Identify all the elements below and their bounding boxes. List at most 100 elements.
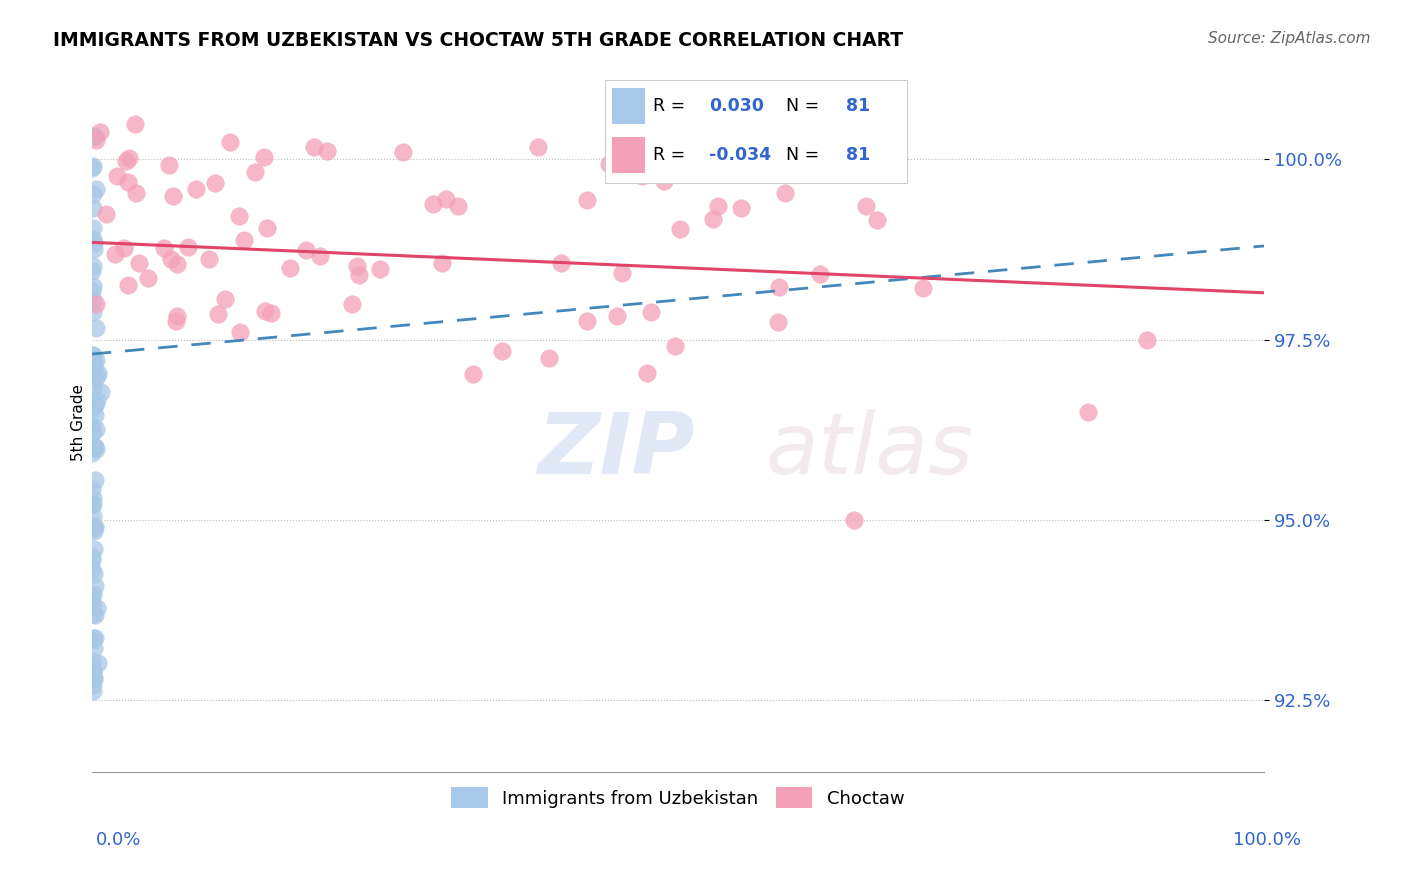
- Text: 0.030: 0.030: [709, 97, 763, 115]
- Point: [83, 519, 105, 533]
- Point: [162, 189, 184, 203]
- Point: [84, 129, 107, 144]
- Point: [128, 256, 150, 270]
- Point: [598, 157, 620, 171]
- Point: [84, 408, 107, 422]
- Point: [576, 314, 599, 328]
- Point: [80, 367, 103, 381]
- Point: [82, 607, 104, 622]
- Text: 0.0%: 0.0%: [96, 831, 141, 849]
- Point: [83, 671, 105, 685]
- Point: [80, 446, 103, 460]
- Point: [768, 280, 790, 294]
- Point: [83, 579, 105, 593]
- Point: [790, 151, 813, 165]
- Point: [1077, 405, 1099, 419]
- Text: -0.034: -0.034: [709, 145, 770, 163]
- Point: [550, 255, 572, 269]
- Point: [82, 263, 104, 277]
- Point: [84, 473, 107, 487]
- Point: [636, 367, 658, 381]
- Point: [83, 236, 105, 251]
- Point: [491, 344, 513, 359]
- Point: [82, 293, 104, 307]
- Point: [117, 277, 139, 292]
- Point: [80, 285, 103, 299]
- Point: [669, 222, 692, 236]
- Point: [86, 601, 108, 615]
- Point: [160, 252, 183, 266]
- Point: [197, 252, 219, 267]
- Point: [166, 257, 188, 271]
- Point: [82, 684, 104, 698]
- Text: 81: 81: [846, 145, 870, 163]
- Point: [527, 140, 550, 154]
- Point: [117, 175, 139, 189]
- Point: [86, 369, 108, 384]
- Point: [82, 259, 104, 273]
- Point: [83, 520, 105, 534]
- Text: 100.0%: 100.0%: [1233, 831, 1301, 849]
- Point: [82, 355, 104, 369]
- Text: N =: N =: [786, 145, 825, 163]
- Point: [82, 632, 104, 647]
- Point: [82, 425, 104, 439]
- Point: [204, 177, 226, 191]
- Point: [83, 242, 105, 256]
- Text: IMMIGRANTS FROM UZBEKISTAN VS CHOCTAW 5TH GRADE CORRELATION CHART: IMMIGRANTS FROM UZBEKISTAN VS CHOCTAW 5T…: [53, 31, 904, 50]
- Point: [82, 654, 104, 668]
- Point: [83, 524, 105, 538]
- Point: [84, 442, 107, 456]
- Point: [177, 240, 200, 254]
- Point: [808, 267, 831, 281]
- Point: [612, 266, 634, 280]
- Point: [447, 199, 470, 213]
- Point: [124, 117, 146, 131]
- Point: [461, 367, 484, 381]
- Point: [82, 497, 104, 511]
- Point: [232, 233, 254, 247]
- Point: [87, 656, 110, 670]
- Point: [229, 325, 252, 339]
- Point: [82, 278, 104, 293]
- Point: [83, 672, 105, 686]
- Point: [153, 241, 176, 255]
- Point: [84, 398, 107, 412]
- Point: [575, 194, 598, 208]
- Point: [707, 199, 730, 213]
- Text: R =: R =: [652, 145, 690, 163]
- Point: [84, 353, 107, 368]
- Point: [184, 182, 207, 196]
- Point: [96, 207, 118, 221]
- Point: [730, 201, 752, 215]
- Point: [82, 549, 104, 564]
- Point: [157, 158, 180, 172]
- Point: [105, 169, 128, 184]
- Point: [214, 292, 236, 306]
- Point: [136, 271, 159, 285]
- Point: [83, 439, 105, 453]
- Point: [80, 128, 103, 143]
- Point: [80, 597, 103, 611]
- Point: [218, 135, 240, 149]
- Point: [911, 280, 934, 294]
- Point: [253, 150, 276, 164]
- Point: [82, 232, 104, 246]
- Point: [83, 371, 105, 385]
- Bar: [612, 136, 645, 173]
- Point: [82, 509, 104, 524]
- Point: [82, 348, 104, 362]
- Point: [89, 124, 111, 138]
- Point: [82, 587, 104, 601]
- Point: [80, 483, 103, 497]
- Text: N =: N =: [786, 97, 825, 115]
- Point: [82, 664, 104, 678]
- Point: [115, 154, 138, 169]
- Point: [83, 607, 105, 622]
- Point: [82, 161, 104, 176]
- Point: [166, 310, 188, 324]
- Point: [253, 304, 276, 318]
- Point: [84, 632, 107, 646]
- Point: [434, 192, 457, 206]
- Point: [80, 419, 103, 434]
